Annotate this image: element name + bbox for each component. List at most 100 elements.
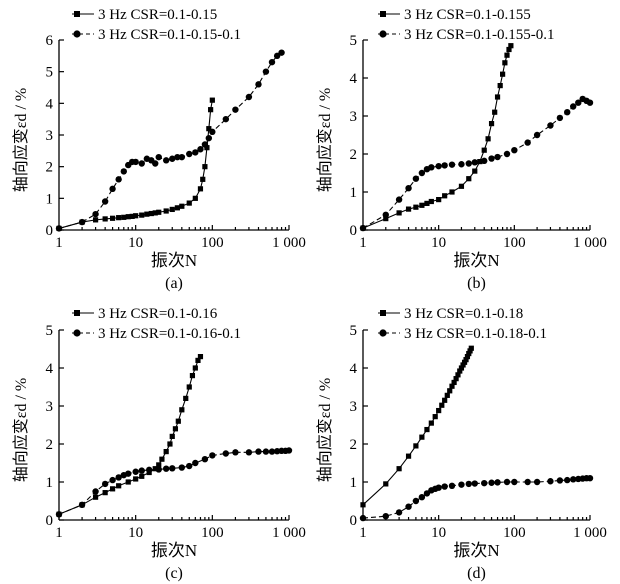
legend-entry: 3 Hz CSR=0.1-0.155-0.1 — [378, 27, 555, 43]
data-point-circle — [488, 479, 495, 486]
data-point-square — [439, 402, 445, 408]
data-point-square — [424, 200, 430, 206]
data-point-square — [186, 200, 192, 206]
y-tick-label: 3 — [350, 109, 358, 125]
data-point-circle — [481, 157, 488, 165]
data-point-square — [380, 11, 386, 17]
data-point-circle — [255, 448, 262, 455]
data-point-square — [116, 215, 122, 221]
data-point-square — [444, 392, 450, 398]
panel-caption: (b) — [467, 275, 486, 292]
data-point-circle — [245, 93, 253, 101]
y-tick-label: 5 — [350, 323, 358, 339]
y-tick-label: 2 — [46, 437, 54, 453]
data-point-circle — [395, 196, 403, 203]
data-point-circle — [115, 176, 122, 183]
y-tick-label: 0 — [350, 513, 358, 529]
data-point-circle — [92, 488, 99, 495]
x-tick-label: 1 000 — [573, 525, 607, 541]
data-point-circle — [73, 30, 81, 38]
data-point-square — [419, 434, 425, 440]
data-point-circle — [222, 115, 230, 123]
data-point-square — [472, 168, 478, 174]
legend-label: 3 Hz CSR=0.1-0.18 — [404, 306, 523, 322]
series-square — [56, 97, 215, 232]
data-point-square — [125, 214, 131, 220]
data-point-circle — [405, 503, 412, 510]
series-square — [360, 43, 514, 231]
data-point-square — [460, 362, 466, 368]
data-point-square — [466, 176, 472, 182]
data-point-square — [109, 215, 116, 221]
data-point-square — [125, 479, 131, 485]
data-point-square — [458, 365, 465, 371]
data-point-circle — [268, 448, 276, 455]
data-point-circle — [245, 449, 253, 456]
data-point-square — [481, 147, 487, 153]
data-point-circle — [412, 497, 420, 505]
y-tick-label: 4 — [46, 96, 54, 112]
data-point-square — [451, 379, 457, 386]
y-tick-label: 2 — [350, 147, 358, 163]
data-point-circle — [115, 474, 122, 481]
data-point-square — [461, 359, 468, 365]
y-tick-label: 5 — [46, 65, 54, 81]
data-point-circle — [222, 450, 230, 457]
data-point-square — [172, 426, 179, 432]
data-point-circle — [255, 81, 262, 88]
data-point-circle — [359, 514, 367, 522]
data-point-square — [497, 83, 503, 89]
data-point-circle — [73, 329, 81, 337]
data-point-circle — [503, 478, 511, 486]
legend-label: 3 Hz CSR=0.1-0.16-0.1 — [98, 326, 241, 342]
data-point-square — [413, 204, 419, 210]
data-point-circle — [441, 483, 448, 490]
data-point-circle — [186, 150, 193, 158]
data-point-circle — [209, 452, 216, 459]
data-point-square — [175, 418, 181, 424]
data-point-circle — [465, 480, 472, 488]
data-point-square — [192, 195, 198, 201]
data-point-circle — [586, 475, 594, 482]
data-point-square — [159, 456, 165, 462]
data-point-square — [477, 159, 483, 165]
legend-entry: 3 Hz CSR=0.1-0.18 — [378, 306, 523, 322]
data-point-circle — [488, 155, 495, 162]
data-point-square — [129, 213, 135, 219]
data-point-square — [449, 383, 455, 389]
data-point-square — [383, 481, 389, 487]
data-point-circle — [262, 448, 270, 455]
data-point-square — [152, 210, 158, 216]
y-tick-label: 6 — [46, 33, 54, 49]
x-tick-label: 10 — [431, 235, 446, 251]
data-point-square — [148, 210, 154, 217]
data-point-square — [463, 357, 469, 363]
data-point-square — [92, 217, 99, 223]
data-point-circle — [145, 466, 153, 474]
data-point-circle — [435, 162, 442, 170]
x-tick-label: 1 000 — [573, 235, 607, 251]
y-tick-label: 1 — [46, 475, 54, 491]
data-point-square — [186, 384, 192, 390]
data-point-circle — [192, 459, 199, 467]
data-point-square — [206, 126, 212, 132]
data-point-square — [419, 202, 425, 208]
data-point-square — [209, 97, 215, 103]
data-point-square — [458, 183, 465, 189]
x-tick-label: 10 — [128, 235, 143, 251]
data-point-square — [464, 354, 471, 360]
series-square — [360, 345, 474, 508]
data-point-square — [202, 164, 208, 170]
data-point-circle — [511, 147, 518, 154]
data-point-square — [453, 376, 459, 382]
data-point-circle — [201, 141, 209, 148]
data-point-circle — [418, 169, 426, 177]
data-point-circle — [547, 478, 554, 485]
data-point-circle — [395, 509, 403, 516]
data-point-square — [508, 43, 514, 49]
series-circle — [359, 95, 594, 232]
x-tick-label: 1 — [55, 235, 63, 251]
data-point-circle — [55, 511, 63, 518]
y-tick-label: 1 — [350, 475, 358, 491]
